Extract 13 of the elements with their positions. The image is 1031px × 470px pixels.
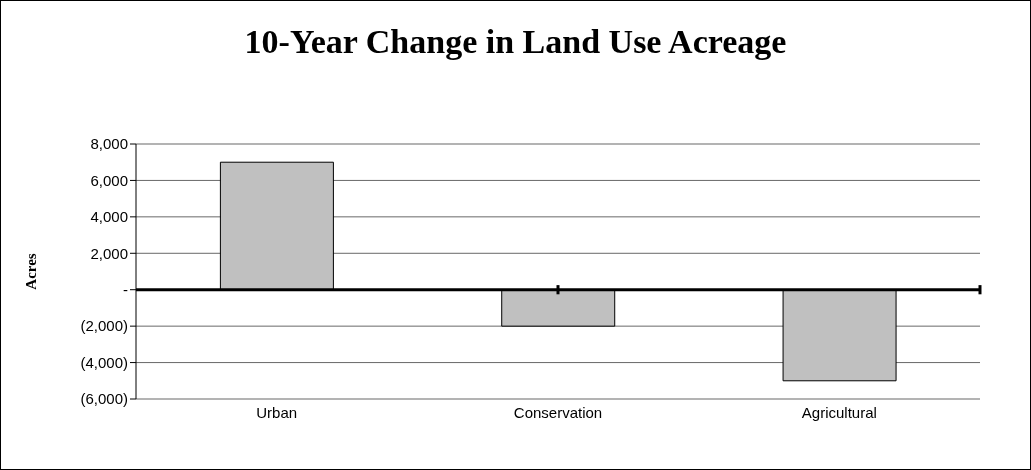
y-tick-label: 8,000 (90, 135, 128, 153)
y-tick-label: (2,000) (80, 317, 128, 335)
x-tick-label: Urban (256, 403, 298, 421)
y-tick-label: 4,000 (90, 208, 128, 226)
x-tick-label: Agricultural (801, 403, 877, 421)
y-tick-label: 2,000 (90, 244, 128, 262)
y-tick-label: 6,000 (90, 171, 128, 189)
chart-title: 10-Year Change in Land Use Acreage (243, 23, 788, 61)
y-axis-title: Acres (23, 253, 40, 290)
y-tick-label: - (123, 281, 128, 299)
x-tick-label: Conservation (513, 403, 603, 421)
y-tick-label: (4,000) (80, 353, 128, 371)
y-tick-label: (6,000) (80, 390, 128, 408)
